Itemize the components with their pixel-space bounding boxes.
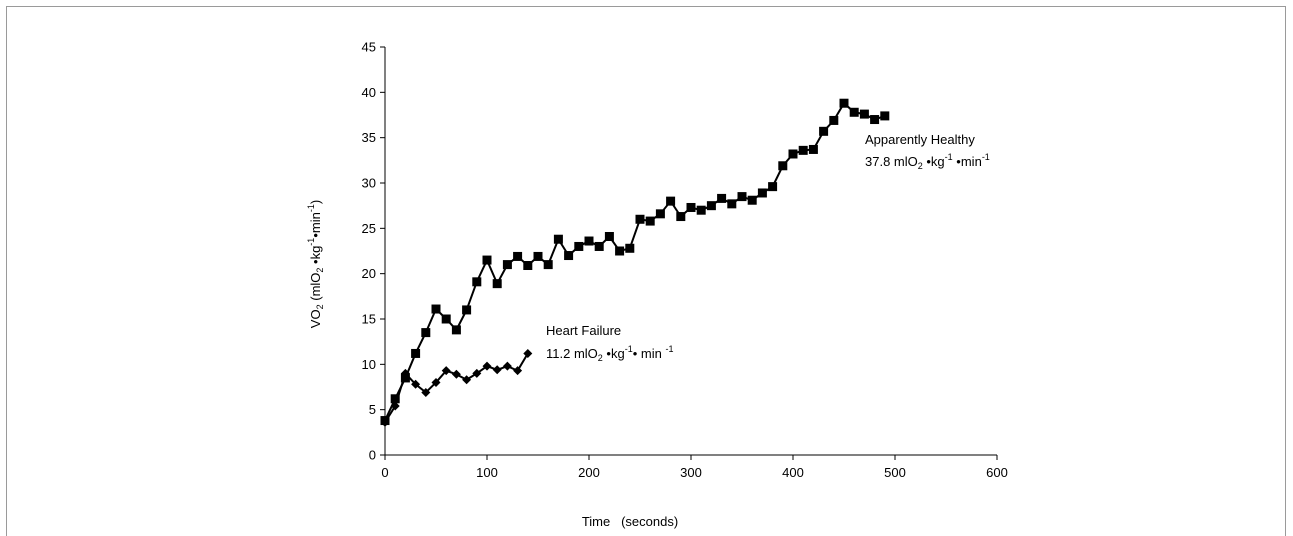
data-point-apparently-healthy xyxy=(523,261,533,271)
y-tick-label: 30 xyxy=(362,176,376,191)
x-tick-label: 300 xyxy=(680,465,702,480)
data-point-apparently-healthy xyxy=(421,328,431,338)
x-tick-label: 400 xyxy=(782,465,804,480)
data-point-apparently-healthy xyxy=(502,260,512,270)
data-point-apparently-healthy xyxy=(676,212,686,222)
y-tick-label: 25 xyxy=(362,221,376,236)
data-point-apparently-healthy xyxy=(666,196,676,206)
data-point-apparently-healthy xyxy=(717,193,727,203)
data-point-apparently-healthy xyxy=(604,231,614,241)
data-point-apparently-healthy xyxy=(655,209,665,219)
data-point-apparently-healthy xyxy=(696,205,706,215)
x-axis-title: Time (seconds) xyxy=(582,514,678,529)
data-point-heart-failure xyxy=(513,366,523,376)
data-point-heart-failure xyxy=(390,401,400,411)
axes: 0 5 10 15 20 25 30 35 40 45 0 100 200 300 400 500 600 xyxy=(362,40,1008,481)
data-point-apparently-healthy xyxy=(533,251,543,261)
data-point-heart-failure xyxy=(451,369,461,379)
data-point-heart-failure xyxy=(431,377,441,387)
data-point-heart-failure xyxy=(482,361,492,371)
data-point-apparently-healthy xyxy=(513,251,523,261)
annotation-healthy-title: Apparently Healthy xyxy=(865,132,975,147)
data-point-apparently-healthy xyxy=(870,115,880,125)
y-tick-label: 0 xyxy=(369,448,376,463)
data-point-heart-failure xyxy=(380,417,390,427)
data-point-heart-failure xyxy=(523,348,533,358)
y-tick-label: 45 xyxy=(362,40,376,55)
x-tick-label: 0 xyxy=(381,465,388,480)
data-point-apparently-healthy xyxy=(543,260,553,270)
data-point-apparently-healthy xyxy=(553,234,563,244)
data-point-apparently-healthy xyxy=(778,161,788,171)
data-point-apparently-healthy xyxy=(564,251,574,261)
x-tick-label: 100 xyxy=(476,465,498,480)
data-point-heart-failure xyxy=(441,366,451,376)
data-point-apparently-healthy xyxy=(747,195,757,205)
x-ticks: 0 100 200 300 400 500 600 xyxy=(381,455,1008,480)
data-point-apparently-healthy xyxy=(594,241,604,251)
data-point-apparently-healthy xyxy=(574,241,584,251)
data-point-apparently-healthy xyxy=(451,325,461,335)
data-point-apparently-healthy xyxy=(849,107,859,117)
y-axis-title: VO2 (mlO2 •kg-1•min-1) xyxy=(306,200,325,328)
y-ticks: 0 5 10 15 20 25 30 35 40 45 xyxy=(362,40,385,463)
data-point-apparently-healthy xyxy=(472,277,482,287)
data-point-heart-failure xyxy=(472,368,482,378)
annotation-healthy-value: 37.8 mlO2 •kg-1 •min-1 xyxy=(865,152,990,171)
data-point-heart-failure xyxy=(400,368,410,378)
data-point-apparently-healthy xyxy=(482,255,492,265)
y-tick-label: 35 xyxy=(362,130,376,145)
data-point-apparently-healthy xyxy=(706,201,716,211)
data-point-apparently-healthy xyxy=(788,149,798,159)
data-point-apparently-healthy xyxy=(829,115,839,125)
data-point-apparently-healthy xyxy=(768,182,778,192)
y-tick-label: 15 xyxy=(362,312,376,327)
series-apparently-healthy xyxy=(380,98,890,426)
data-point-apparently-healthy xyxy=(441,314,451,324)
data-point-apparently-healthy xyxy=(808,144,818,154)
data-point-apparently-healthy xyxy=(880,111,890,121)
data-point-apparently-healthy xyxy=(645,216,655,226)
data-point-heart-failure xyxy=(492,365,502,375)
data-point-apparently-healthy xyxy=(757,188,767,198)
annotation-hf-value: 11.2 mlO2 •kg-1• min -1 xyxy=(546,344,673,363)
data-point-apparently-healthy xyxy=(400,373,410,383)
data-point-apparently-healthy xyxy=(462,305,472,315)
data-point-apparently-healthy xyxy=(859,109,869,119)
data-point-apparently-healthy xyxy=(411,348,421,358)
y-tick-label: 20 xyxy=(362,266,376,281)
data-point-apparently-healthy xyxy=(737,192,747,202)
data-point-apparently-healthy xyxy=(727,199,737,209)
data-point-heart-failure xyxy=(421,387,431,397)
data-point-heart-failure xyxy=(462,375,472,385)
data-point-apparently-healthy xyxy=(615,246,625,256)
series-heart-failure xyxy=(380,348,533,427)
data-point-apparently-healthy xyxy=(635,214,645,224)
data-point-apparently-healthy xyxy=(390,394,400,404)
x-tick-label: 600 xyxy=(986,465,1008,480)
x-tick-label: 200 xyxy=(578,465,600,480)
y-tick-label: 10 xyxy=(362,357,376,372)
data-point-apparently-healthy xyxy=(819,126,829,136)
data-point-apparently-healthy xyxy=(686,202,696,212)
data-point-apparently-healthy xyxy=(839,98,849,108)
data-point-apparently-healthy xyxy=(431,304,441,314)
x-tick-label: 500 xyxy=(884,465,906,480)
data-point-heart-failure xyxy=(502,361,512,371)
data-point-apparently-healthy xyxy=(625,243,635,253)
chart-frame xyxy=(6,6,1286,536)
series-layer xyxy=(380,98,890,427)
data-point-apparently-healthy xyxy=(492,279,502,289)
data-point-apparently-healthy xyxy=(584,236,594,246)
data-point-heart-failure xyxy=(411,379,421,389)
y-tick-label: 5 xyxy=(369,402,376,417)
y-tick-label: 40 xyxy=(362,85,376,100)
annotation-hf-title: Heart Failure xyxy=(546,323,621,338)
data-point-apparently-healthy xyxy=(798,145,808,155)
